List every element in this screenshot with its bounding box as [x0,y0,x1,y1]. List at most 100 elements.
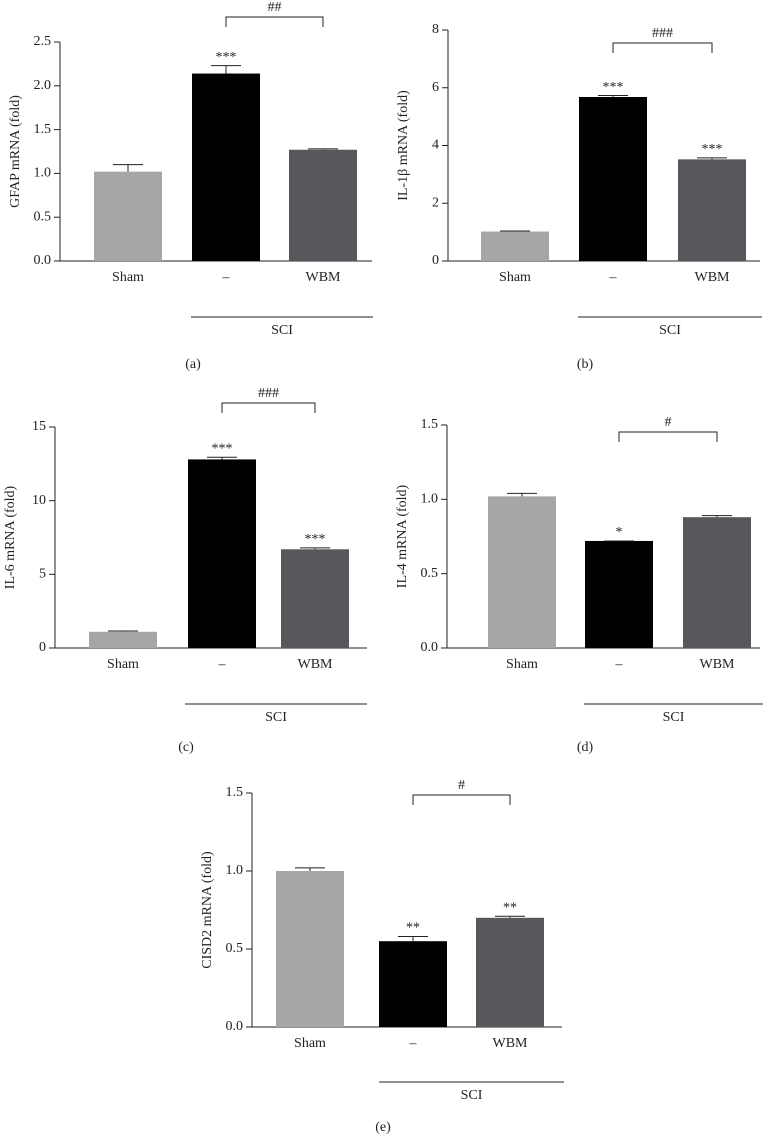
significance-label: *** [603,80,624,95]
error-bar [697,157,727,160]
y-tick-label: 0.5 [34,209,52,224]
group-label: SCI [461,1088,483,1103]
y-tick-label: 1.0 [226,863,244,878]
y-axis-label: CISD2 mRNA (fold) [200,851,215,969]
group-label: SCI [265,710,287,725]
y-tick-label: 1.0 [421,492,439,507]
bar [476,917,544,1027]
x-tick-label: WBM [298,657,334,672]
significance-label: *** [216,50,237,65]
bar [276,871,344,1027]
error-bar [398,936,428,942]
y-axis-label: IL-1β mRNA (fold) [396,90,411,201]
y-tick-label: 10 [32,493,46,508]
y-tick-label: 8 [432,22,439,37]
y-tick-label: 15 [32,419,46,434]
bar [94,171,162,261]
x-tick-label: – [615,657,624,672]
comparison-label: ### [652,26,673,41]
group-label: SCI [659,323,681,338]
y-tick-label: 2 [432,195,439,210]
bar [379,941,447,1027]
panel-label: (b) [577,357,594,372]
panel: 0.0 0.5 1.0 1.5 IL-4 mRNA (fold) Sham * – WBM # SC… [395,415,763,755]
y-tick-label: 0 [39,640,46,655]
x-tick-label: WBM [700,657,736,672]
y-tick-label: 2.5 [34,34,52,49]
y-tick-label: 5 [39,567,46,582]
group-label: SCI [663,710,685,725]
significance-label: *** [702,142,723,157]
significance-label: ** [406,921,420,936]
comparison-bracket [612,42,713,53]
x-tick-label: WBM [695,270,731,285]
error-bar [500,230,530,232]
error-bar [207,456,237,460]
comparison-label: ### [258,386,279,401]
comparison-label: # [665,415,672,430]
y-tick-label: 0.0 [34,253,52,268]
y-tick-label: 2.0 [34,78,52,93]
comparison-label: ## [268,0,282,15]
x-tick-label: Sham [499,270,531,285]
error-bar [211,65,241,74]
y-tick-label: 0.5 [421,566,439,581]
error-bar [507,492,537,497]
comparison-label: # [458,778,465,793]
significance-label: *** [212,441,233,456]
x-tick-label: – [409,1036,418,1051]
panel: 0 5 10 15 IL-6 mRNA (fold) Sham *** – *** WBM ### S… [3,386,367,755]
y-tick-label: 0.0 [226,1019,244,1034]
y-tick-label: 0 [432,253,439,268]
error-bar [108,630,138,632]
x-tick-label: Sham [112,270,144,285]
error-bar [702,515,732,518]
panel-label: (a) [185,357,201,372]
x-tick-label: Sham [506,657,538,672]
comparison-bracket [618,431,718,442]
y-tick-label: 1.5 [34,122,52,137]
bar [188,459,256,648]
error-bar [300,547,330,550]
y-tick-label: 0.5 [226,941,244,956]
error-bar [295,867,325,871]
x-tick-label: Sham [107,657,139,672]
significance-label: *** [305,532,326,547]
panel-label: (c) [178,740,194,755]
x-tick-label: – [222,270,231,285]
y-tick-label: 1.5 [226,785,244,800]
y-tick-label: 6 [432,80,439,95]
group-label: SCI [271,323,293,338]
bar [289,149,357,261]
x-tick-label: WBM [493,1036,529,1051]
significance-label: * [616,525,623,540]
bar [579,96,647,262]
y-tick-label: 4 [432,138,439,153]
bar [481,231,549,261]
bar [281,549,349,648]
bar [585,540,653,648]
x-tick-label: WBM [306,270,342,285]
bar [683,517,751,648]
y-axis-label: GFAP mRNA (fold) [8,95,23,208]
y-axis-label: IL-4 mRNA (fold) [395,484,410,588]
error-bar [495,915,525,918]
x-tick-label: – [218,657,227,672]
panel-label: (e) [375,1120,391,1135]
comparison-bracket [221,402,316,413]
panel: 0.0 0.5 1.0 1.5 CISD2 mRNA (fold) Sham ** – ** WB… [200,778,564,1135]
bar [488,496,556,648]
x-tick-label: Sham [294,1036,326,1051]
error-bar [308,148,338,150]
y-axis-label: IL-6 mRNA (fold) [3,485,18,589]
bar [89,631,157,648]
panel: 0.0 0.5 1.0 1.5 2.0 2.5 GFAP mRNA (fold) Sham **… [8,0,373,372]
comparison-bracket [225,16,324,27]
panel-label: (d) [577,740,594,755]
panel: 0 2 4 6 8 IL-1β mRNA (fold) Sham *** – *** WBM ### S… [396,22,762,372]
error-bar [113,164,143,172]
comparison-bracket [412,794,511,805]
bar [192,73,260,261]
x-tick-label: – [609,270,618,285]
